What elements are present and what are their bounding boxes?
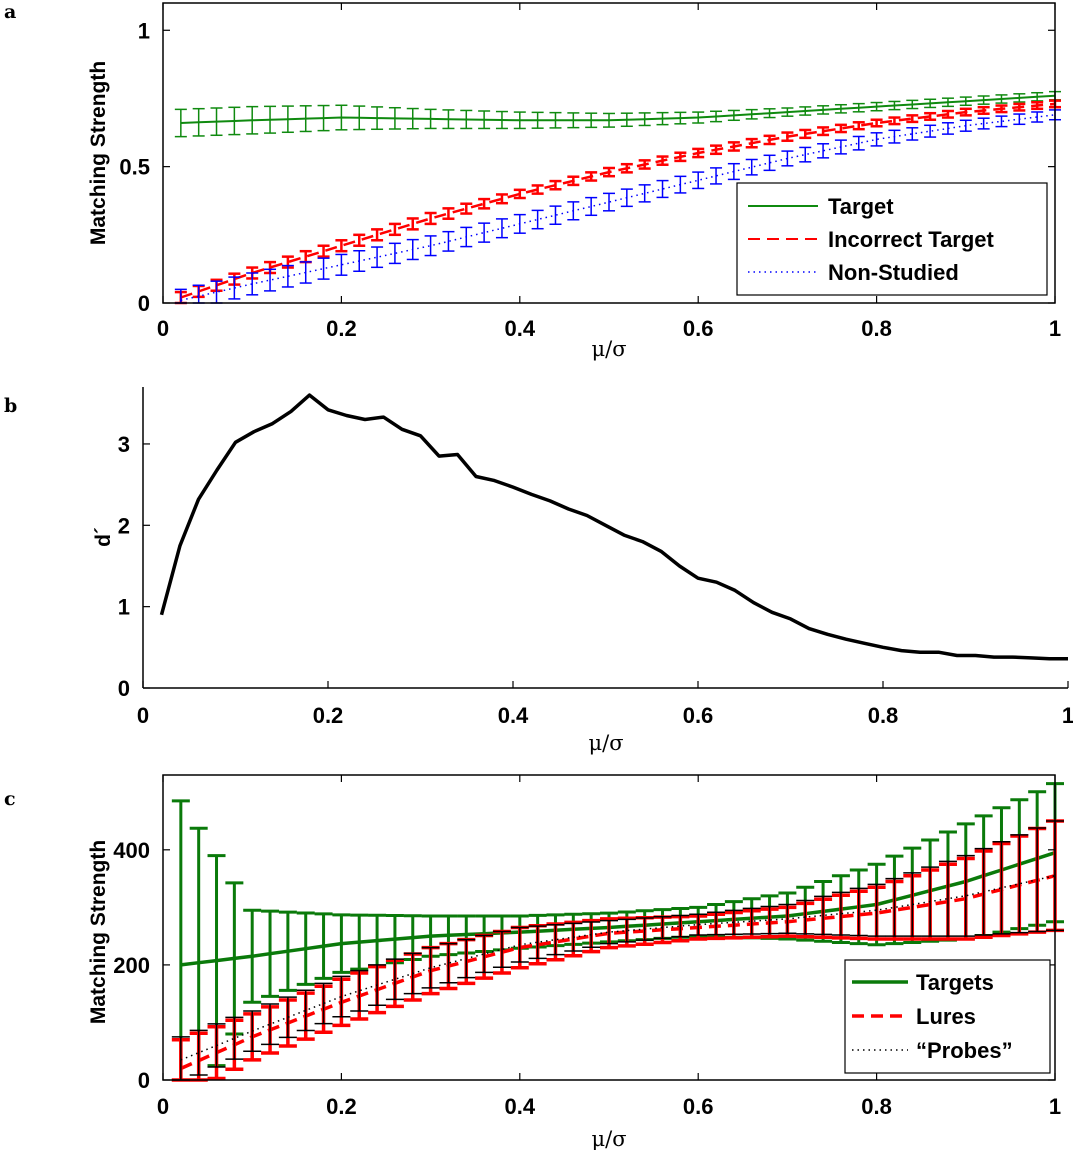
x-tick-label: 0.6 bbox=[683, 316, 714, 341]
y-tick-label: 0 bbox=[118, 676, 130, 701]
x-tick-label: 0.2 bbox=[326, 1094, 357, 1119]
x-tick-label: 0.4 bbox=[505, 316, 536, 341]
panel-c-xlabel: μ/σ bbox=[591, 1127, 626, 1150]
panel-b-xlabel: μ/σ bbox=[588, 731, 623, 755]
panel-a: a 0 0.2 0.4 0.6 0.8 100.51 Matching Strength … bbox=[4, 1, 1061, 361]
panel-b-letter: b bbox=[4, 395, 17, 417]
panel-c-ylabel: Matching Strength bbox=[87, 840, 110, 1024]
panel-b: b 0 0.2 0.4 0.6 0.8 1 0 1 2 3 d´ μ/σ bbox=[4, 387, 1073, 755]
y-tick-label: 0.5 bbox=[119, 155, 150, 180]
series-line-non-studied bbox=[180, 114, 1056, 302]
x-tick-label: 0.6 bbox=[683, 703, 714, 728]
x-tick-label: 1 bbox=[1049, 316, 1061, 341]
legend-label-probes: “Probes” bbox=[916, 1038, 1013, 1063]
panel-a-letter: a bbox=[4, 1, 16, 23]
panel-b-ylabel: d´ bbox=[92, 527, 115, 547]
panel-c-letter: c bbox=[4, 788, 16, 810]
series-line-probes bbox=[180, 874, 1056, 1061]
x-tick-label: 0.8 bbox=[861, 1094, 892, 1119]
series-line-lures bbox=[180, 874, 1056, 1071]
panel-c-ticks: 0 0.2 0.4 0.6 0.8 1 0 200 400 bbox=[113, 775, 1061, 1119]
panel-b-plot bbox=[159, 393, 1068, 661]
y-tick-label: 0 bbox=[138, 1068, 150, 1093]
x-tick-label: 0 bbox=[137, 703, 149, 728]
panel-a-ylabel: Matching Strength bbox=[87, 61, 110, 245]
legend-label-non-studied: Non-Studied bbox=[828, 260, 959, 285]
x-tick-label: 0.6 bbox=[683, 1094, 714, 1119]
panel-c-legend: Targets Lures “Probes” bbox=[844, 959, 1051, 1074]
x-tick-label: 0.2 bbox=[326, 316, 357, 341]
x-tick-label: 0 bbox=[157, 1094, 169, 1119]
series-line-target bbox=[180, 94, 1056, 124]
x-tick-label: 1 bbox=[1062, 703, 1073, 728]
legend-label-incorrect-target: Incorrect Target bbox=[828, 227, 995, 252]
series-line-incorrect-target bbox=[180, 102, 1056, 299]
panel-a-legend: Target Incorrect Target Non-Studied bbox=[736, 182, 1048, 296]
panel-a-axes-frame bbox=[162, 2, 1056, 304]
series-line-targets bbox=[180, 851, 1056, 967]
y-tick-label: 3 bbox=[118, 432, 130, 457]
x-tick-label: 0.2 bbox=[313, 703, 344, 728]
y-tick-label: 400 bbox=[113, 838, 150, 863]
panel-c-axes-frame bbox=[162, 774, 1056, 1081]
legend-label-targets: Targets bbox=[916, 970, 994, 995]
y-tick-label: 0 bbox=[138, 291, 150, 316]
panel-a-xlabel: μ/σ bbox=[591, 337, 626, 361]
panel-a-ticks: 0 0.2 0.4 0.6 0.8 1 0 0.5 1 bbox=[119, 3, 1061, 341]
legend-label-lures: Lures bbox=[916, 1004, 976, 1029]
x-tick-label: 0.8 bbox=[868, 703, 899, 728]
legend-label-target: Target bbox=[828, 194, 894, 219]
panel-c-plot bbox=[171, 782, 1064, 1082]
x-tick-label: 1 bbox=[1049, 1094, 1061, 1119]
x-tick-label: 0.4 bbox=[498, 703, 529, 728]
y-tick-label: 200 bbox=[113, 953, 150, 978]
x-tick-label: 0.4 bbox=[505, 1094, 536, 1119]
y-tick-label: 1 bbox=[138, 18, 150, 43]
x-tick-label: 0.8 bbox=[861, 316, 892, 341]
panel-c: c 0 0.2 0.4 0.6 0.8 1 0 200 400 Matching Strengt… bbox=[4, 774, 1064, 1150]
panel-b-ticks: 0 0.2 0.4 0.6 0.8 1 0 1 2 3 bbox=[118, 432, 1073, 728]
panel-a-plot bbox=[174, 90, 1061, 305]
y-tick-label: 1 bbox=[118, 595, 130, 620]
series-line-series bbox=[159, 393, 1068, 661]
y-tick-label: 2 bbox=[118, 513, 130, 538]
x-tick-label: 0 bbox=[157, 316, 169, 341]
